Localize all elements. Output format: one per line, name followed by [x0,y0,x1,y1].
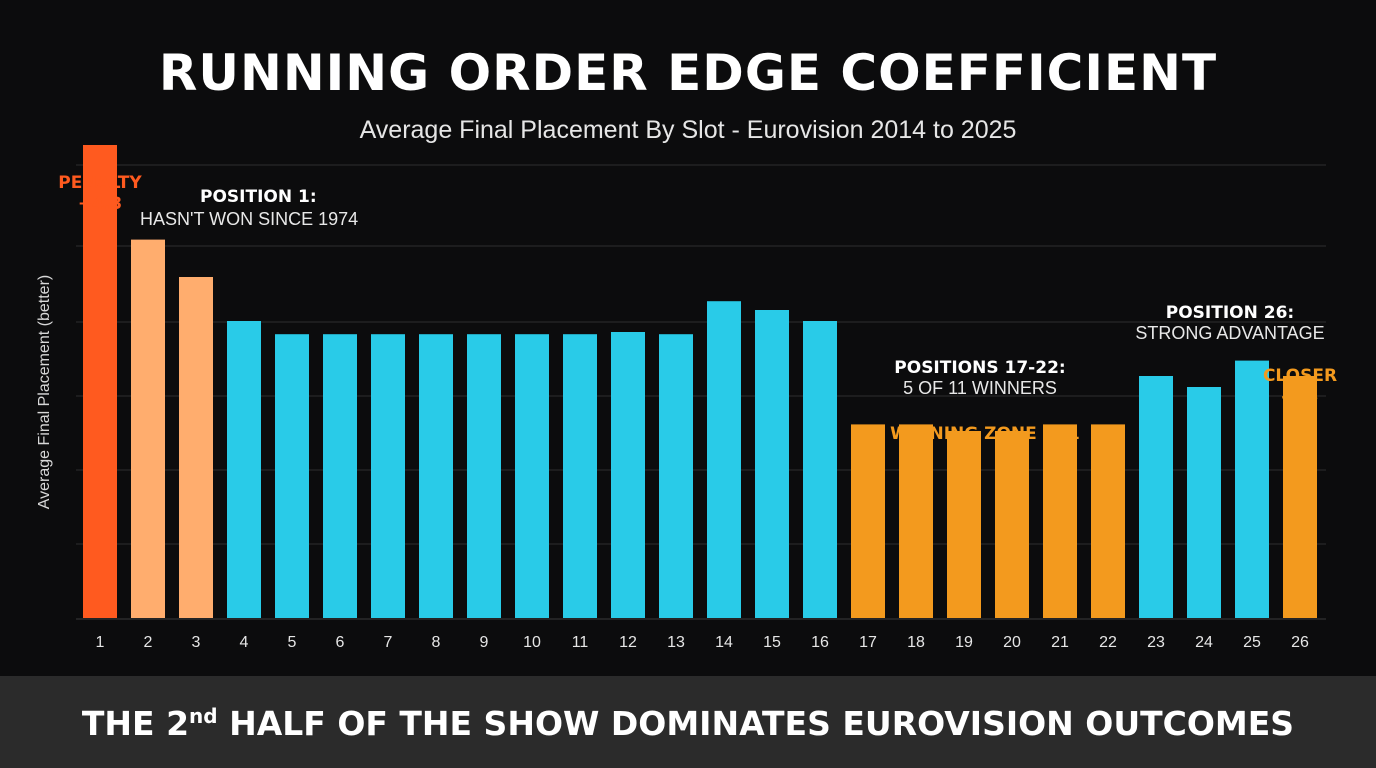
x-tick-label: 1 [96,634,105,651]
bar-position-2 [131,239,165,618]
bar-position-17 [851,424,885,618]
x-tick-label: 14 [715,634,733,651]
positions-17-22-body: 5 OF 11 WINNERS [903,378,1057,398]
closer-label: CLOSER [1262,366,1338,386]
x-tick-label: 23 [1147,634,1165,651]
bar-position-6 [323,334,357,618]
positions-17-22-annotation: POSITIONS 17-22: 5 OF 11 WINNERS [880,358,1080,399]
position-26-annotation: POSITION 26: STRONG ADVANTAGE [1120,303,1340,344]
bar-position-7 [371,334,405,618]
x-tick-label: 15 [763,634,781,651]
bar-position-13 [659,334,693,618]
bar-position-21 [1043,424,1077,618]
bar-position-10 [515,334,549,618]
penalty-label: PENALTY [58,173,142,193]
gridlines [76,164,1326,620]
bar-chart: 1 2 3 4 5 6 7 8 9 10 11 12 13 14 15 16 17 18 19 20 21 22 23 24 2… [76,145,1326,651]
bars [83,145,1317,618]
x-tick-label: 13 [667,634,685,651]
footer-text-after: HALF OF THE SHOW DOMINATES EUROVISION OU… [217,704,1295,743]
x-tick-labels: 1 2 3 4 5 6 7 8 9 10 11 12 13 14 15 16 17 18 19 20 21 22 23 24 2… [96,634,1309,651]
x-tick-label: 26 [1291,634,1309,651]
closer-annotation: CLOSER -4.3 [1250,366,1350,408]
bar-position-5 [275,334,309,618]
x-tick-label: 21 [1051,634,1069,651]
x-tick-label: 11 [572,634,589,651]
x-tick-label: 10 [523,634,541,651]
x-tick-label: 19 [955,634,973,651]
positions-17-22-heading: POSITIONS 17-22: [894,358,1066,378]
bar-position-12 [611,332,645,618]
footer-banner: THE 2nd HALF OF THE SHOW DOMINATES EUROV… [0,676,1376,768]
bar-position-24 [1187,387,1221,618]
x-tick-label: 24 [1195,634,1213,651]
x-tick-label: 8 [432,634,441,651]
position-26-heading: POSITION 26: [1165,303,1295,323]
bar-position-15 [755,310,789,618]
bar-position-23 [1139,376,1173,618]
penalty-value: +4.3 [77,194,123,214]
bar-position-1 [83,145,117,618]
x-tick-label: 12 [619,634,637,651]
x-tick-label: 2 [144,634,153,651]
position-1-heading: POSITION 1: [200,187,317,207]
bar-position-20 [995,431,1029,618]
position-1-annotation: POSITION 1: HASN'T WON SINCE 1974 [140,187,358,230]
winning-zone-label: WINNING ZONE -5.1 [890,424,1080,444]
x-tick-label: 17 [859,634,877,651]
x-tick-label: 5 [288,634,297,651]
bar-position-3 [179,277,213,618]
x-tick-label: 4 [240,634,249,651]
x-tick-label: 18 [907,634,925,651]
footer-text: THE 2nd HALF OF THE SHOW DOMINATES EUROV… [0,704,1376,743]
x-tick-label: 9 [480,634,489,651]
x-tick-label: 25 [1243,634,1261,651]
bar-position-4 [227,321,261,618]
x-tick-label: 7 [384,634,393,651]
position-1-body: HASN'T WON SINCE 1974 [140,209,359,229]
bar-position-26 [1283,376,1317,618]
bar-position-14 [707,301,741,618]
footer-text-sup: nd [189,704,218,728]
x-tick-label: 3 [192,634,201,651]
bar-position-25 [1235,360,1269,618]
footer-text-before: THE 2 [81,704,190,743]
bar-position-11 [563,334,597,618]
x-tick-label: 16 [811,634,829,651]
bar-position-19 [947,431,981,618]
y-axis-label: Average Final Placement (better) [36,274,53,510]
bar-position-9 [467,334,501,618]
penalty-annotation: PENALTY +4.3 [40,173,160,215]
x-tick-label: 22 [1099,634,1117,651]
bar-position-18 [899,424,933,618]
bar-position-8 [419,334,453,618]
chart-subtitle: Average Final Placement By Slot - Eurovi… [359,116,1017,144]
closer-value: -4.3 [1281,387,1319,407]
bar-position-22 [1091,424,1125,618]
position-26-body: STRONG ADVANTAGE [1135,323,1325,343]
x-tick-label: 20 [1003,634,1021,651]
x-tick-label: 6 [336,634,345,651]
chart-title: RUNNING ORDER EDGE COEFFICIENT [158,44,1218,102]
bar-position-16 [803,321,837,618]
